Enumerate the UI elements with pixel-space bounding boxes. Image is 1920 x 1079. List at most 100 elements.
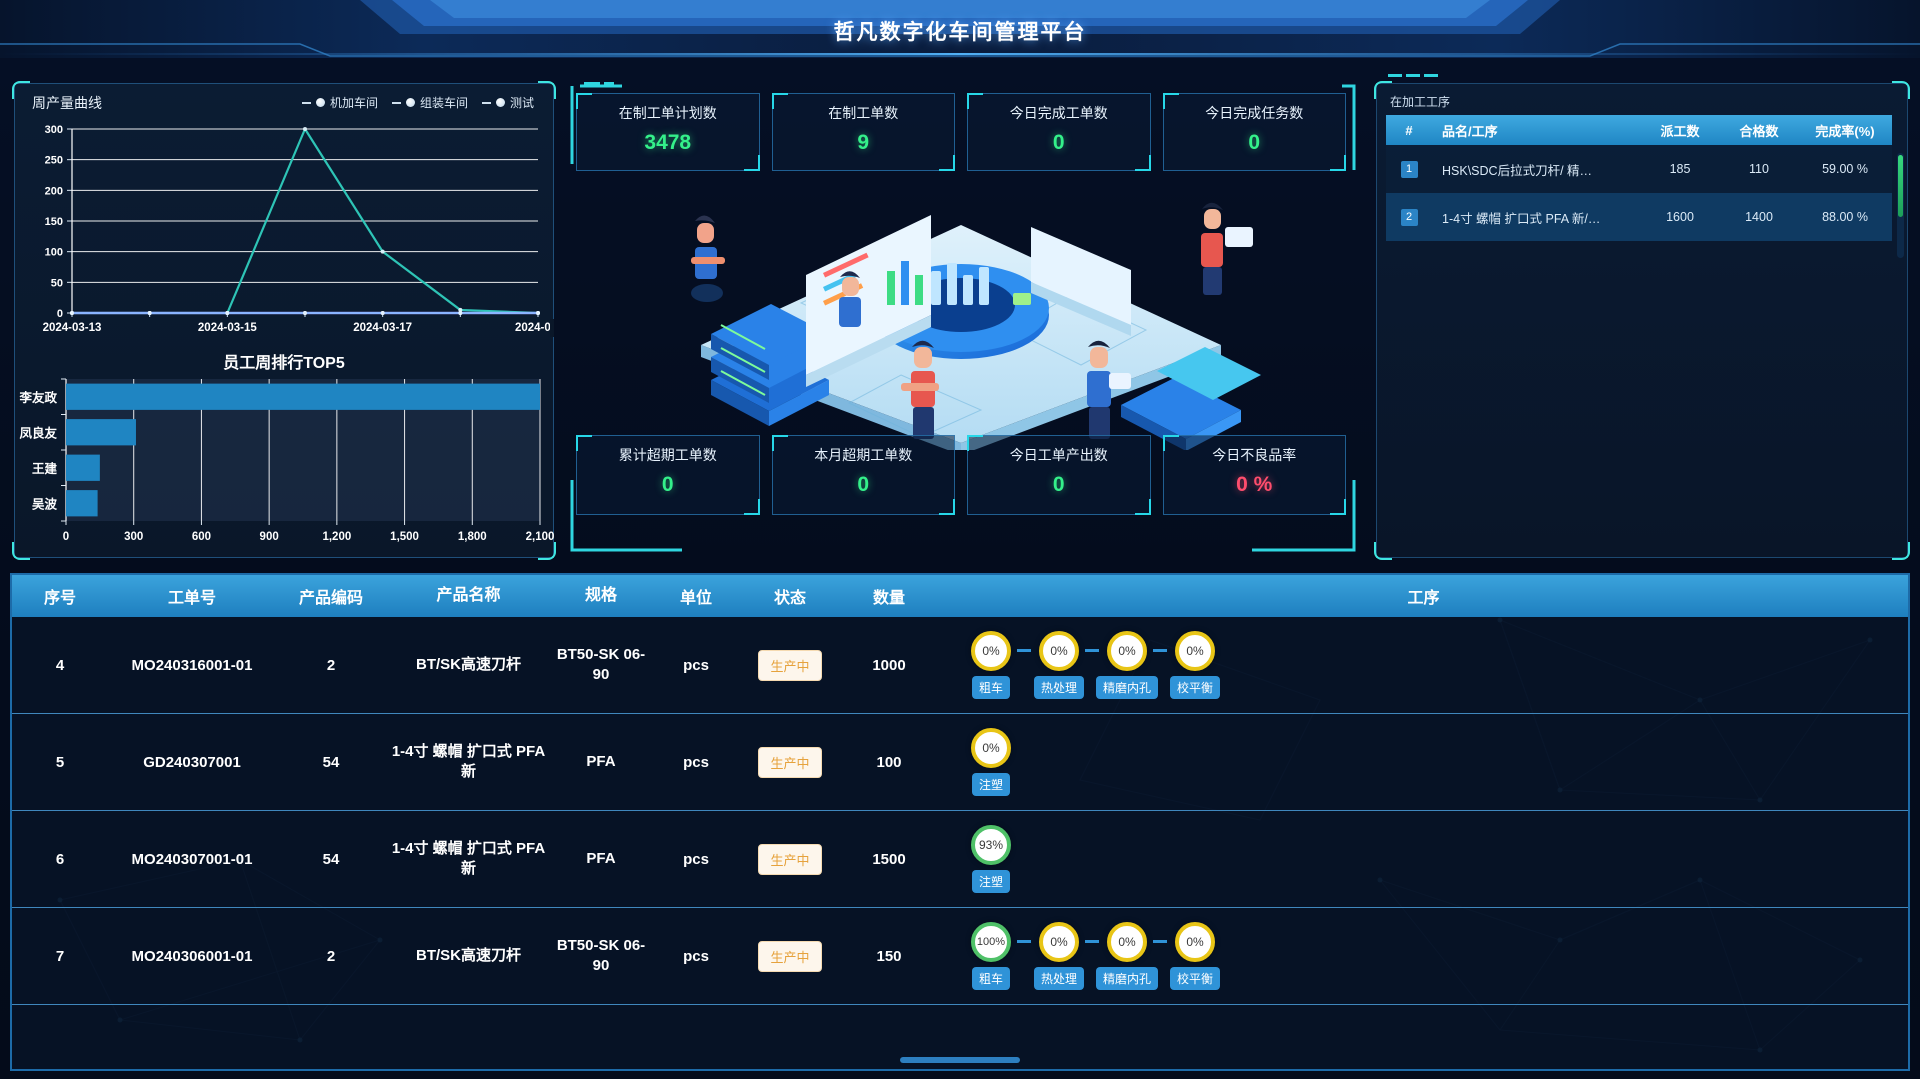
process-step[interactable]: 0% 校平衡 xyxy=(1161,631,1229,699)
process-step-label: 粗车 xyxy=(971,676,1010,699)
cell-product-code: 54 xyxy=(322,850,340,868)
process-step-label: 校平衡 xyxy=(1169,967,1220,990)
cell-quantity: 1000 xyxy=(872,656,906,674)
kpi-value: 0 xyxy=(1052,473,1065,496)
kpi-value: 9 xyxy=(857,131,870,154)
table-row[interactable]: 4 MO240316001-01 2 BT/SK高速刀杆 BT50-SK 06-90 pc… xyxy=(12,617,1908,714)
row-name-cell: 1-4寸 螺帽 扩口式 PFA 新/… xyxy=(1442,211,1601,226)
process-step-list: 100% 粗车 0% 热处理 0% 精磨内孔 0% 校平衡 xyxy=(939,922,1908,990)
line-chart-header: 周产量曲线 机加车间 组装车间 测试 xyxy=(32,93,540,119)
kpi-label: 今日完成工单数 xyxy=(1009,105,1108,121)
process-step[interactable]: 93% 注塑 xyxy=(957,825,1025,893)
process-step-label: 注塑 xyxy=(971,870,1010,893)
process-progress-circle: 93% xyxy=(971,825,1011,865)
process-step-list: 93% 注塑 xyxy=(939,825,1908,893)
table-row[interactable]: 1 HSK\SDC后拉式刀杆/ 精… 185 110 59.00 % xyxy=(1386,145,1892,193)
table-row[interactable]: 5 GD240307001 54 1-4寸 螺帽 扩口式 PFA 新 PFA pcs 生产中… xyxy=(12,714,1908,811)
status-badge: 生产中 xyxy=(758,843,822,875)
col-header-process: 工序 xyxy=(1407,590,1440,607)
process-step[interactable]: 0% 校平衡 xyxy=(1161,922,1229,990)
col-header-seq: 序号 xyxy=(43,590,76,607)
kpi-card-month-overdue[interactable]: 本月超期工单数 0 xyxy=(771,435,955,515)
legend-item-2[interactable]: 测试 xyxy=(481,94,534,111)
kpi-card-total-overdue[interactable]: 累计超期工单数 0 xyxy=(576,435,760,515)
kpi-value: 0 % xyxy=(1236,473,1273,496)
status-badge: 生产中 xyxy=(758,746,822,778)
process-step[interactable]: 0% 热处理 xyxy=(1025,922,1099,990)
right-panel-scrollbar[interactable] xyxy=(1897,153,1904,258)
table-row[interactable]: 7 MO240306001-01 2 BT/SK高速刀杆 BT50-SK 06-90 pc… xyxy=(12,908,1908,1005)
bottom-table-scrollbar[interactable] xyxy=(900,1057,1020,1063)
cell-process: 0% 注塑 xyxy=(939,728,1908,796)
kpi-card-wip-count[interactable]: 在制工单数 9 xyxy=(771,93,955,171)
process-progress-circle: 100% xyxy=(971,922,1011,962)
process-step[interactable]: 100% 粗车 xyxy=(957,922,1031,990)
process-connector-line xyxy=(1085,649,1099,652)
kpi-card-today-defect-rate[interactable]: 今日不良品率 0 % xyxy=(1162,435,1346,515)
app-header: 哲凡数字化车间管理平台 xyxy=(0,0,1920,58)
kpi-card-plan-count[interactable]: 在制工单计划数 3478 xyxy=(576,93,760,171)
row-rate-cell: 88.00 % xyxy=(1822,210,1868,224)
kpi-card-today-output[interactable]: 今日工单产出数 0 xyxy=(967,435,1151,515)
row-qualified-cell: 110 xyxy=(1749,162,1769,176)
index-badge: 2 xyxy=(1400,208,1418,226)
svg-text:100: 100 xyxy=(45,247,63,259)
scrollbar-thumb[interactable] xyxy=(900,1057,1020,1063)
svg-text:300: 300 xyxy=(45,124,63,136)
process-connector-line xyxy=(1017,649,1031,652)
process-step[interactable]: 0% 注塑 xyxy=(957,728,1025,796)
svg-text:2024-03-: 2024-03- xyxy=(515,322,554,334)
process-step[interactable]: 0% 精磨内孔 xyxy=(1093,922,1167,990)
process-step[interactable]: 0% 粗车 xyxy=(957,631,1031,699)
center-frame-decoration xyxy=(570,82,1356,552)
process-step[interactable]: 0% 精磨内孔 xyxy=(1093,631,1167,699)
cell-product-name: 1-4寸 螺帽 扩口式 PFA 新 xyxy=(391,742,546,780)
legend-item-1[interactable]: 组装车间 xyxy=(391,94,468,111)
kpi-card-today-finished-orders[interactable]: 今日完成工单数 0 xyxy=(967,93,1151,171)
cell-product-code: 2 xyxy=(326,947,336,965)
cell-unit: pcs xyxy=(683,656,709,674)
process-progress-circle: 0% xyxy=(971,728,1011,768)
svg-text:王建: 王建 xyxy=(32,461,58,476)
person-right-top xyxy=(1201,202,1253,295)
weekly-output-line-chart: 0 50 100 150 200 250 300 2024-03-13 2024-03-15 20… xyxy=(43,124,554,337)
svg-text:300: 300 xyxy=(124,531,143,543)
scrollbar-thumb[interactable] xyxy=(1898,155,1903,217)
process-connector-line xyxy=(1017,940,1031,943)
legend-item-0[interactable]: 机加车间 xyxy=(301,94,378,111)
kpi-label: 在制工单数 xyxy=(828,105,899,121)
svg-text:900: 900 xyxy=(260,531,279,543)
legend-dot-icon xyxy=(405,98,415,107)
kpi-row-top: 在制工单计划数 3478 在制工单数 9 今日完成工单数 0 今日完成任务数 0 xyxy=(576,93,1346,171)
kpi-label: 在制工单计划数 xyxy=(618,105,717,121)
legend-dot-icon xyxy=(315,98,325,107)
person-center-bottom xyxy=(901,340,939,439)
line-chart-title: 周产量曲线 xyxy=(32,95,102,111)
cell-process: 0% 粗车 0% 热处理 0% 精磨内孔 0% 校平衡 xyxy=(939,631,1908,699)
kpi-card-today-finished-tasks[interactable]: 今日完成任务数 0 xyxy=(1162,93,1346,171)
svg-text:1,500: 1,500 xyxy=(390,531,419,543)
process-step[interactable]: 0% 热处理 xyxy=(1025,631,1099,699)
cell-status: 生产中 xyxy=(741,940,839,972)
kpi-row-bottom: 累计超期工单数 0 本月超期工单数 0 今日工单产出数 0 今日不良品率 0 % xyxy=(576,435,1346,515)
panel-tick-decoration xyxy=(1388,74,1438,77)
cell-quantity: 100 xyxy=(876,753,902,771)
process-step-label: 校平衡 xyxy=(1169,676,1220,699)
cell-workorder: GD240307001 xyxy=(143,753,241,771)
col-header-workorder: 工单号 xyxy=(167,590,216,607)
svg-text:150: 150 xyxy=(45,216,63,228)
process-progress-circle: 0% xyxy=(1107,631,1147,671)
table-row[interactable]: 2 1-4寸 螺帽 扩口式 PFA 新/… 1600 1400 88.00 % xyxy=(1386,193,1892,241)
cell-quantity: 150 xyxy=(876,947,902,965)
svg-text:吴波: 吴波 xyxy=(32,496,58,511)
work-order-table-frame xyxy=(10,573,1910,1071)
process-step-list: 0% 粗车 0% 热处理 0% 精磨内孔 0% 校平衡 xyxy=(939,631,1908,699)
svg-text:1,800: 1,800 xyxy=(458,531,487,543)
person-illustration-mid-left xyxy=(839,271,861,327)
work-order-table-panel: 序号 工单号 产品编码 产品名称 规格 单位 状态 数量 工序 4 MO24031… xyxy=(10,573,1910,1071)
col-header-spec: 规格 xyxy=(584,587,617,605)
process-step-label: 注塑 xyxy=(971,773,1010,796)
status-badge: 生产中 xyxy=(758,649,822,681)
table-row[interactable]: 6 MO240307001-01 54 1-4寸 螺帽 扩口式 PFA 新 PFA pcs… xyxy=(12,811,1908,908)
legend-label: 测试 xyxy=(509,96,534,110)
